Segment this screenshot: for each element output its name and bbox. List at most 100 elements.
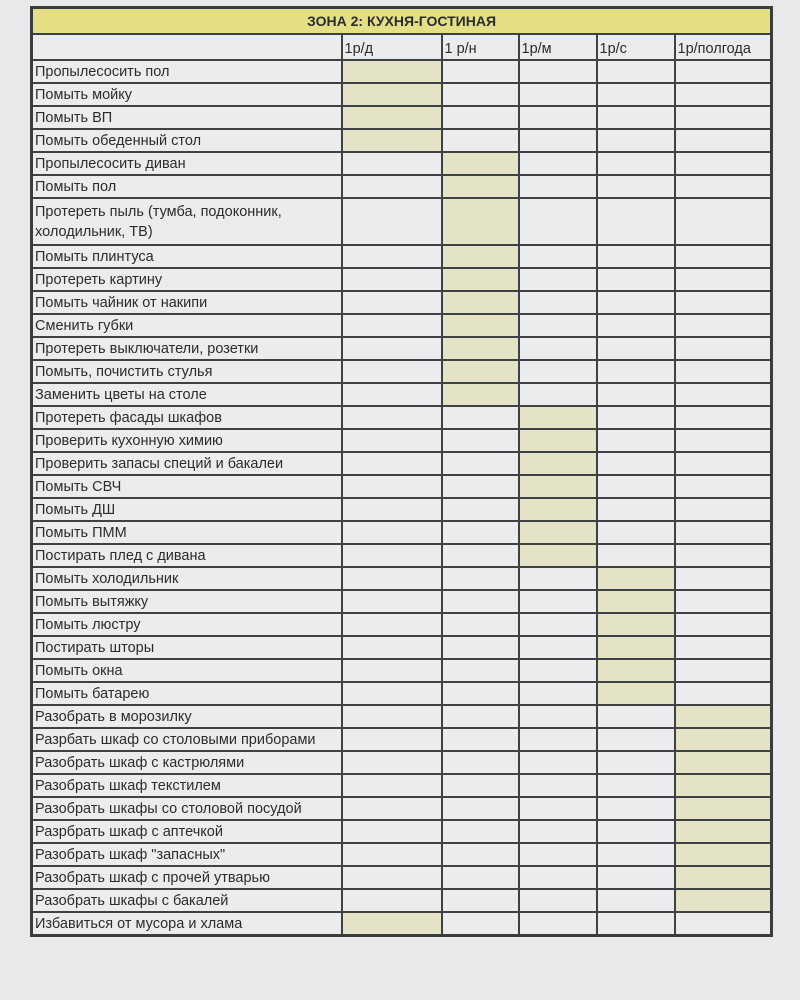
frequency-cell[interactable] [595,520,676,545]
frequency-cell[interactable] [440,543,520,568]
frequency-cell[interactable] [517,451,598,476]
frequency-cell[interactable] [440,681,520,706]
frequency-cell[interactable] [595,497,676,522]
frequency-cell[interactable] [340,128,443,153]
frequency-cell[interactable] [595,336,676,361]
frequency-cell[interactable] [440,796,520,821]
frequency-cell[interactable] [673,451,773,476]
frequency-cell[interactable] [595,59,676,84]
frequency-cell[interactable] [340,566,443,591]
frequency-cell[interactable] [340,635,443,660]
frequency-cell[interactable] [595,819,676,844]
frequency-cell[interactable] [440,819,520,844]
frequency-cell[interactable] [595,796,676,821]
frequency-cell[interactable] [340,888,443,913]
frequency-cell[interactable] [517,635,598,660]
frequency-cell[interactable] [440,151,520,176]
frequency-cell[interactable] [440,911,520,937]
frequency-cell[interactable] [440,842,520,867]
frequency-cell[interactable] [595,313,676,338]
frequency-cell[interactable] [673,796,773,821]
frequency-cell[interactable] [440,267,520,292]
frequency-cell[interactable] [340,151,443,176]
frequency-cell[interactable] [673,911,773,937]
frequency-cell[interactable] [517,865,598,890]
frequency-cell[interactable] [595,888,676,913]
frequency-cell[interactable] [517,681,598,706]
frequency-cell[interactable] [440,865,520,890]
frequency-cell[interactable] [440,244,520,269]
frequency-cell[interactable] [340,244,443,269]
frequency-cell[interactable] [440,888,520,913]
frequency-cell[interactable] [673,543,773,568]
frequency-cell[interactable] [673,244,773,269]
frequency-cell[interactable] [595,359,676,384]
frequency-cell[interactable] [595,543,676,568]
frequency-cell[interactable] [673,313,773,338]
frequency-cell[interactable] [517,128,598,153]
frequency-cell[interactable] [595,244,676,269]
frequency-cell[interactable] [673,267,773,292]
frequency-cell[interactable] [595,174,676,199]
frequency-cell[interactable] [340,704,443,729]
frequency-cell[interactable] [440,82,520,107]
frequency-cell[interactable] [595,428,676,453]
frequency-cell[interactable] [595,128,676,153]
frequency-cell[interactable] [340,819,443,844]
frequency-cell[interactable] [673,405,773,430]
frequency-cell[interactable] [517,197,598,246]
frequency-cell[interactable] [340,313,443,338]
frequency-cell[interactable] [673,842,773,867]
frequency-cell[interactable] [673,359,773,384]
frequency-cell[interactable] [340,428,443,453]
frequency-cell[interactable] [595,704,676,729]
frequency-cell[interactable] [595,773,676,798]
frequency-cell[interactable] [595,267,676,292]
frequency-cell[interactable] [517,151,598,176]
frequency-cell[interactable] [517,382,598,407]
frequency-cell[interactable] [673,589,773,614]
frequency-cell[interactable] [595,612,676,637]
frequency-cell[interactable] [673,704,773,729]
frequency-cell[interactable] [595,681,676,706]
frequency-cell[interactable] [340,105,443,130]
frequency-cell[interactable] [673,105,773,130]
frequency-cell[interactable] [517,105,598,130]
frequency-cell[interactable] [673,681,773,706]
frequency-cell[interactable] [340,681,443,706]
frequency-cell[interactable] [517,704,598,729]
frequency-cell[interactable] [440,405,520,430]
frequency-cell[interactable] [440,773,520,798]
frequency-cell[interactable] [517,520,598,545]
frequency-cell[interactable] [673,612,773,637]
frequency-cell[interactable] [595,842,676,867]
frequency-cell[interactable] [595,750,676,775]
frequency-cell[interactable] [595,727,676,752]
frequency-cell[interactable] [440,750,520,775]
frequency-cell[interactable] [517,474,598,499]
frequency-cell[interactable] [517,82,598,107]
frequency-cell[interactable] [340,911,443,937]
frequency-cell[interactable] [340,82,443,107]
frequency-cell[interactable] [340,750,443,775]
frequency-cell[interactable] [517,543,598,568]
frequency-cell[interactable] [340,359,443,384]
frequency-cell[interactable] [340,520,443,545]
frequency-cell[interactable] [340,842,443,867]
frequency-cell[interactable] [595,911,676,937]
frequency-cell[interactable] [517,428,598,453]
frequency-cell[interactable] [595,405,676,430]
frequency-cell[interactable] [673,658,773,683]
frequency-cell[interactable] [517,336,598,361]
frequency-cell[interactable] [673,888,773,913]
frequency-cell[interactable] [595,105,676,130]
frequency-cell[interactable] [440,520,520,545]
frequency-cell[interactable] [673,474,773,499]
frequency-cell[interactable] [673,520,773,545]
frequency-cell[interactable] [517,359,598,384]
frequency-cell[interactable] [517,658,598,683]
frequency-cell[interactable] [340,474,443,499]
frequency-cell[interactable] [340,197,443,246]
frequency-cell[interactable] [673,750,773,775]
frequency-cell[interactable] [517,497,598,522]
